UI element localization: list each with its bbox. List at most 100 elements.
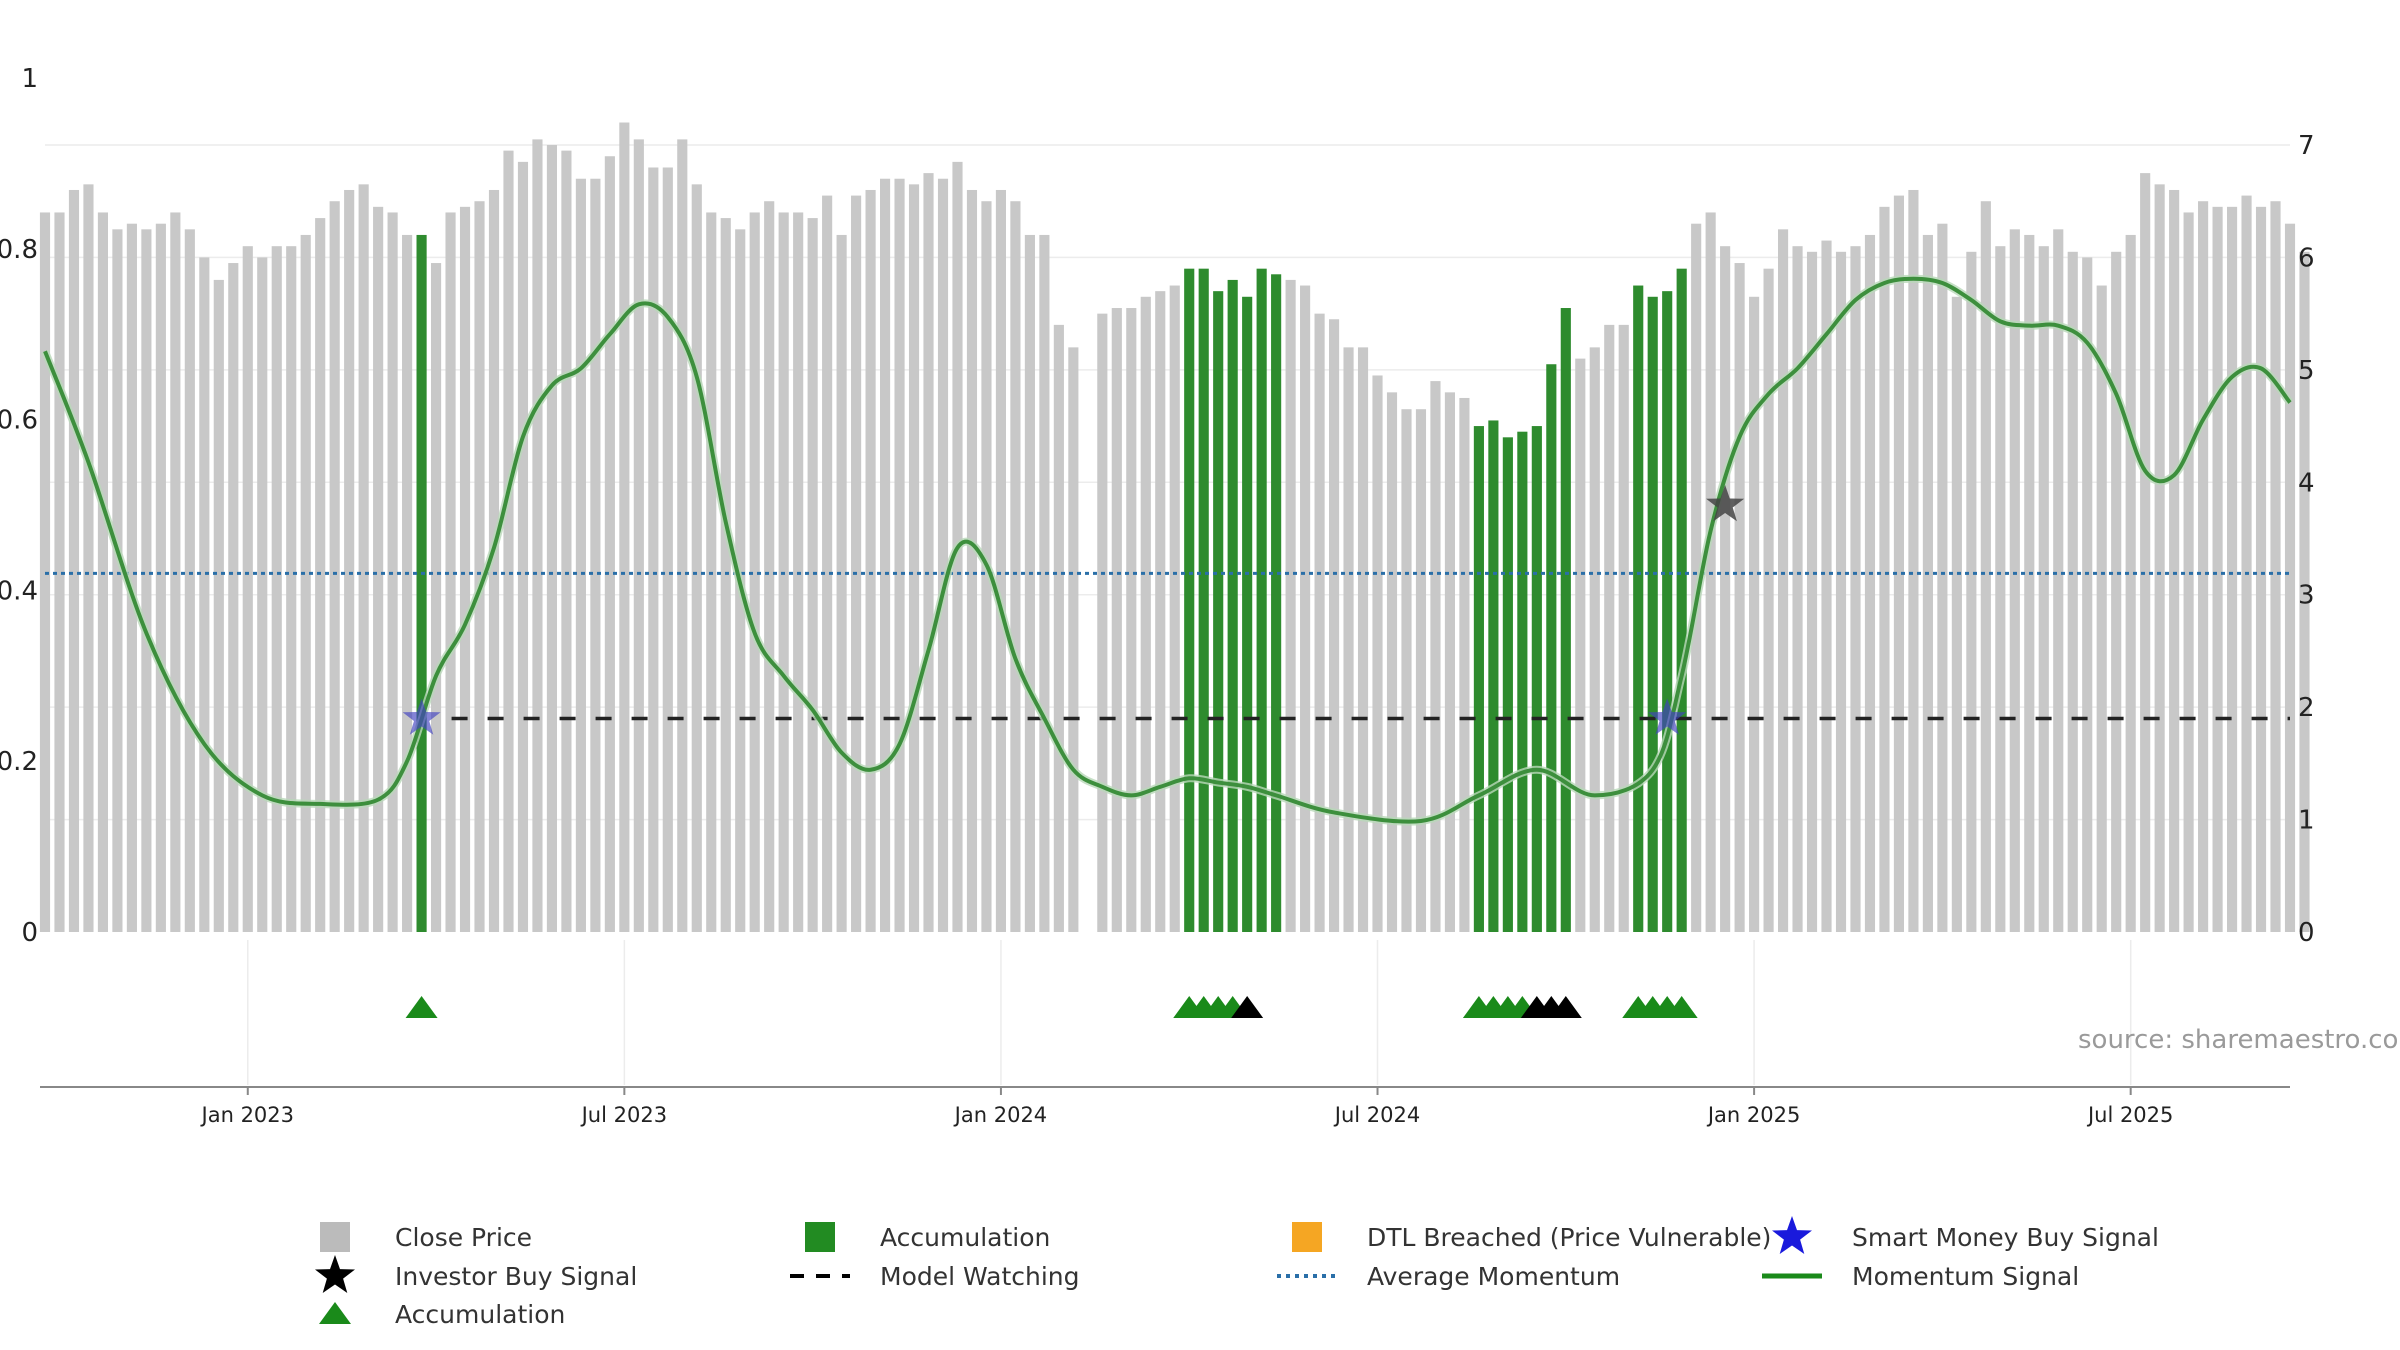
close-price-bar xyxy=(851,195,862,933)
accumulation-bar xyxy=(1531,426,1542,932)
close-price-bar xyxy=(1285,279,1296,932)
close-price-bar xyxy=(459,206,471,933)
close-price-bar xyxy=(691,184,702,933)
close-price-bar xyxy=(1893,195,1905,933)
close-price-bar xyxy=(1053,324,1064,932)
close-price-bar xyxy=(1415,409,1427,932)
close-price-bar xyxy=(2096,285,2107,932)
close-price-bar xyxy=(966,189,978,932)
close-price-bar xyxy=(199,257,210,932)
close-price-bar xyxy=(2067,251,2078,933)
left-tick-label: 1 xyxy=(21,64,38,94)
close-price-bar xyxy=(807,218,818,933)
close-price-bar xyxy=(822,195,833,933)
close-price-bar xyxy=(329,201,340,932)
close-price-bar xyxy=(1734,263,1745,932)
right-axis: 0 1 2 3 4 5 6 7 xyxy=(2298,131,2315,948)
legend-label: Accumulation xyxy=(880,1223,1050,1252)
close-price-bar xyxy=(1720,246,1731,932)
close-price-bar xyxy=(184,229,195,933)
accumulation-bar xyxy=(1473,426,1484,932)
close-price-bar xyxy=(315,218,326,933)
accumulation-bar xyxy=(1488,420,1499,932)
close-price-bar xyxy=(1314,313,1325,933)
close-price-bar xyxy=(373,206,384,933)
smart-money-star xyxy=(402,698,441,735)
close-price-bar xyxy=(2226,206,2238,933)
close-price-bar xyxy=(1169,285,1180,932)
close-price-bar xyxy=(1328,319,1340,932)
close-price-bar xyxy=(2284,223,2296,932)
x-axis: Jan 2023 Jul 2023 Jan 2024 Jul 2024 Jan 2025… xyxy=(40,1086,2290,1127)
close-price-bar xyxy=(1749,296,1760,932)
accumulation-bar xyxy=(1256,268,1267,933)
close-price-bar xyxy=(648,167,659,932)
left-tick-label: 0.2 xyxy=(0,747,38,777)
accumulation-bar xyxy=(1517,431,1528,932)
investor-buy-triangle xyxy=(1231,996,1264,1018)
close-price-bar xyxy=(2125,234,2136,932)
accumulation-bar xyxy=(1633,285,1644,932)
close-price-bar xyxy=(1835,251,1847,933)
reference-lines xyxy=(45,571,2290,721)
close-price-bar xyxy=(1459,397,1470,932)
accumulation-bar xyxy=(1213,291,1224,933)
close-price-bar xyxy=(2169,189,2180,932)
accumulation-bar xyxy=(1271,274,1282,932)
legend-label: Close Price xyxy=(395,1223,532,1252)
accumulation-bar xyxy=(1242,296,1253,932)
close-price-bar xyxy=(1922,234,1933,932)
close-price-bar xyxy=(300,234,311,932)
close-price-bar xyxy=(83,184,94,933)
close-price-bar xyxy=(995,189,1007,932)
left-tick-label: 0.4 xyxy=(0,576,38,606)
close-price-bar xyxy=(590,178,601,932)
close-price-bar xyxy=(1068,347,1079,932)
close-price-bar xyxy=(1444,392,1456,932)
momentum-signal xyxy=(41,274,2294,826)
accumulation-bar xyxy=(1198,268,1209,933)
close-price-bar xyxy=(112,229,123,933)
close-price-bar xyxy=(68,189,80,932)
right-tick-label: 6 xyxy=(2298,243,2315,273)
accumulation-bar xyxy=(1647,296,1658,932)
close-price-bar xyxy=(1850,246,1861,932)
close-price-bar xyxy=(749,212,760,932)
close-price-bar xyxy=(2299,251,2310,933)
accumulation-bar xyxy=(1227,279,1238,932)
close-price-bar xyxy=(1879,206,1890,933)
close-price-bar xyxy=(720,218,731,933)
close-price-bar xyxy=(2241,195,2252,933)
close-price-bar xyxy=(1777,229,1789,933)
close-price-bar xyxy=(1792,246,1803,932)
left-tick-label: 0 xyxy=(21,918,38,948)
accumulation-bar xyxy=(416,234,427,932)
close-price-bar xyxy=(126,223,137,932)
close-price-bar xyxy=(2082,257,2093,932)
close-price-bar xyxy=(2038,246,2049,932)
investor-buy-star xyxy=(1706,485,1745,522)
close-price-bar xyxy=(604,156,615,932)
close-price-bar xyxy=(2270,201,2281,932)
source-label: source: sharemaestro.com xyxy=(2078,1025,2400,1055)
accumulation-bar xyxy=(1502,437,1513,932)
close-price-bar xyxy=(908,184,920,933)
legend-square xyxy=(1292,1222,1322,1252)
legend-square xyxy=(320,1222,350,1252)
x-tick-label: Jan 2023 xyxy=(200,1103,295,1127)
x-tick-label: Jul 2025 xyxy=(2086,1103,2173,1127)
close-price-bar xyxy=(2009,229,2020,933)
close-price-bar xyxy=(2053,229,2064,933)
close-price-bar xyxy=(2255,206,2267,933)
close-price-bar xyxy=(879,178,891,932)
legend-label: Average Momentum xyxy=(1367,1262,1620,1291)
left-tick-label: 0.6 xyxy=(0,406,38,436)
left-axis: 0 0.2 0.4 0.6 0.8 1 xyxy=(0,64,38,948)
close-price-bar xyxy=(865,189,876,932)
close-price-bar xyxy=(1604,324,1615,932)
close-price-bar xyxy=(1966,251,1977,933)
right-tick-label: 4 xyxy=(2298,468,2315,498)
close-price-bar xyxy=(445,212,456,932)
legend-square xyxy=(805,1222,835,1252)
